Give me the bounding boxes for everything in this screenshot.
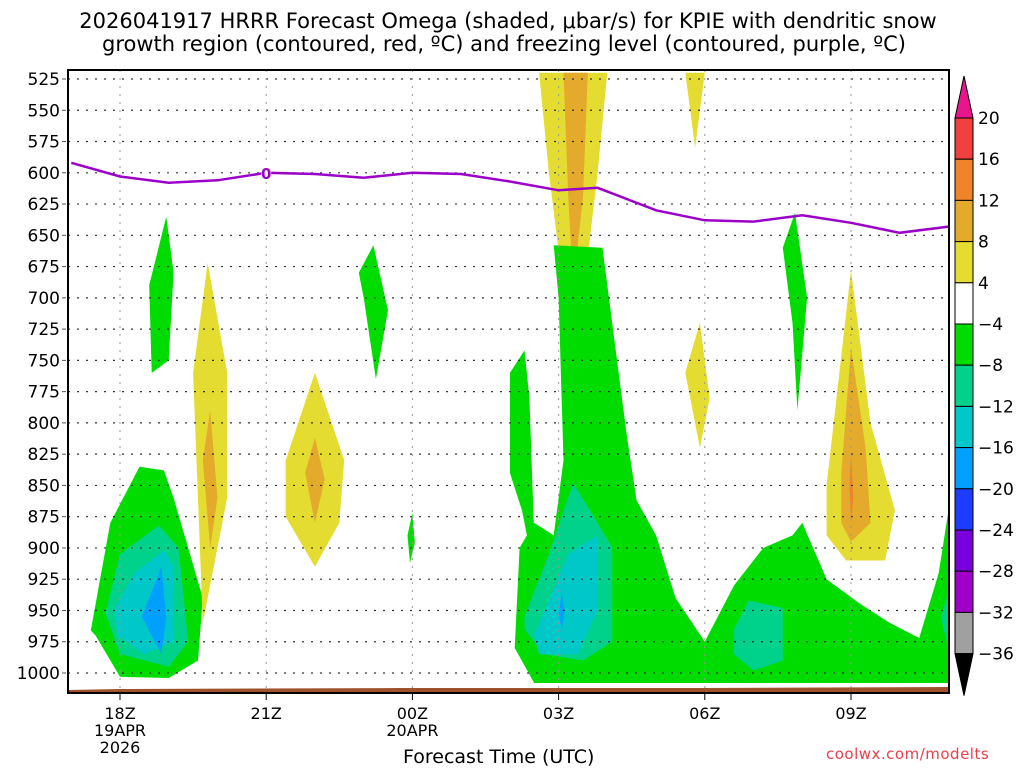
- y-tick-label: 550: [28, 101, 60, 121]
- colorbar-label: −4: [978, 315, 1003, 335]
- ground-layer: [68, 687, 949, 692]
- x-axis-title: Forecast Time (UTC): [403, 746, 594, 768]
- omega-region-14: [685, 323, 709, 448]
- colorbar-segment: [955, 283, 973, 324]
- y-tick-label: 700: [28, 289, 60, 309]
- y-tick-label: 975: [28, 633, 60, 653]
- y-tick-label: 525: [28, 70, 60, 90]
- colorbar-segment: [955, 406, 973, 447]
- colorbar-label: −20: [978, 480, 1014, 500]
- chart-svg: 0 52555057560062565067570072575077580082…: [0, 0, 1024, 768]
- colorbar-label: −16: [978, 439, 1014, 459]
- colorbar-label: −36: [978, 645, 1014, 665]
- colorbar-label: −12: [978, 397, 1014, 417]
- credit-link[interactable]: coolwx.com/modelts: [826, 745, 989, 763]
- colorbar-segment: [955, 489, 973, 530]
- colorbar-label: 8: [978, 233, 989, 253]
- colorbar-segment: [955, 200, 973, 241]
- x-tick-label: 09Z: [835, 704, 866, 723]
- y-tick-label: 625: [28, 195, 60, 215]
- y-tick-label: 750: [28, 351, 60, 371]
- x-tick-label: 2026: [100, 738, 141, 757]
- colorbar-label: −24: [978, 521, 1014, 541]
- omega-region-9: [359, 245, 388, 379]
- x-tick-label: 20APR: [386, 721, 438, 740]
- colorbar-label: −32: [978, 603, 1014, 623]
- y-axis-ticks: 525 550 575 600 625 650 675 700 725 750 775 800 825 8…: [17, 70, 66, 684]
- y-tick-label: 850: [28, 476, 60, 496]
- colorbar-label: 16: [978, 150, 1000, 170]
- colorbar-segment: [955, 324, 973, 365]
- freezing-level-label: 0: [261, 165, 271, 183]
- colorbar: 20 16 12 8 4 −4 −8 −12 −16 −20 −24 −28 −32 −36: [955, 76, 1014, 696]
- omega-region-15: [783, 213, 807, 411]
- y-tick-label: 575: [28, 133, 60, 153]
- x-tick-label: 03Z: [543, 704, 574, 723]
- colorbar-label: −8: [978, 356, 1003, 376]
- y-tick-label: 800: [28, 414, 60, 434]
- y-tick-label: 1000: [17, 664, 60, 684]
- colorbar-label: 12: [978, 191, 1000, 211]
- colorbar-bottom-arrow: [955, 654, 973, 696]
- y-tick-label: 950: [28, 601, 60, 621]
- colorbar-top-arrow: [955, 76, 973, 118]
- omega-shading: [91, 73, 949, 683]
- colorbar-segment: [955, 242, 973, 283]
- x-tick-label: 06Z: [689, 704, 720, 723]
- colorbar-label: 20: [978, 109, 1000, 129]
- x-tick-label: 21Z: [251, 704, 282, 723]
- colorbar-segment: [955, 365, 973, 406]
- colorbar-segment: [955, 612, 973, 653]
- y-tick-label: 675: [28, 258, 60, 278]
- y-tick-label: 825: [28, 445, 60, 465]
- y-tick-label: 900: [28, 539, 60, 559]
- colorbar-label: 4: [978, 274, 989, 294]
- colorbar-segment: [955, 530, 973, 571]
- omega-region-8: [149, 217, 173, 373]
- colorbar-segment: [955, 159, 973, 200]
- omega-region-19: [510, 350, 534, 548]
- omega-region-13: [685, 73, 705, 148]
- omega-region-10: [408, 513, 415, 563]
- colorbar-label: −28: [978, 562, 1014, 582]
- y-tick-label: 725: [28, 320, 60, 340]
- y-tick-label: 875: [28, 508, 60, 528]
- y-tick-label: 650: [28, 226, 60, 246]
- colorbar-segment: [955, 448, 973, 489]
- colorbar-segment: [955, 571, 973, 612]
- y-tick-label: 775: [28, 383, 60, 403]
- y-tick-label: 925: [28, 570, 60, 590]
- y-tick-label: 600: [28, 164, 60, 184]
- colorbar-segment: [955, 118, 973, 159]
